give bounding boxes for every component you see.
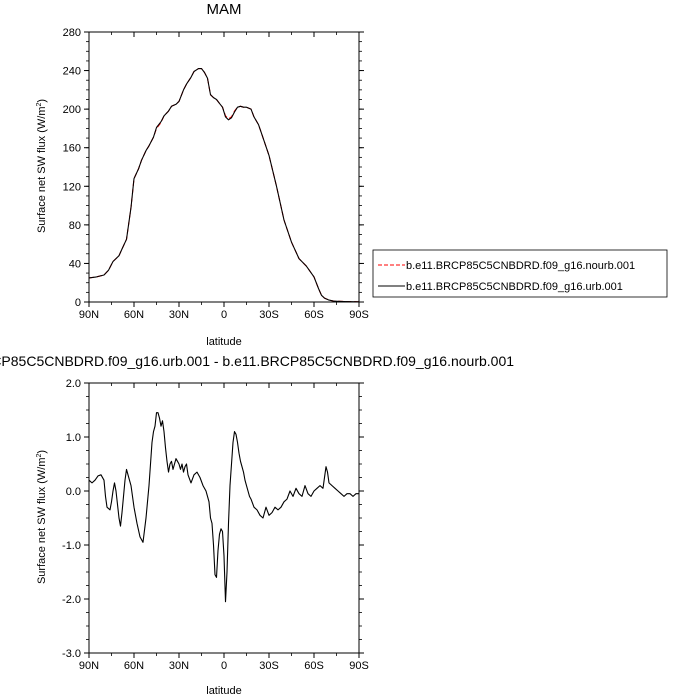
series-line-1 <box>88 412 359 603</box>
top-axis-ticks: 90N 60N 30N 0 30S 60S 90S 0 40 80 120 160 200 240 280 <box>63 27 369 321</box>
top-y-axis-label: Surface net SW flux (W/m2) <box>36 99 48 233</box>
x-tick-label: 0 <box>221 660 227 672</box>
top-series-lines <box>88 68 360 303</box>
x-tick-label: 30N <box>169 660 189 672</box>
x-tick-label: 90N <box>79 309 99 321</box>
bottom-chart-title: b.e11.BRCP85C5CNBDRD.f09_g16.urb.001 - b… <box>0 353 514 369</box>
bottom-x-axis-label: latitude <box>206 685 241 697</box>
x-tick-label: 30N <box>169 309 189 321</box>
bottom-plot-frame <box>88 382 360 654</box>
y-tick-label: -2.0 <box>62 594 81 606</box>
y-tick-label: 0.0 <box>66 486 81 498</box>
x-tick-label: 60S <box>304 309 324 321</box>
y-tick-label: 160 <box>63 143 81 155</box>
top-chart-title: MAM <box>207 1 242 18</box>
y-tick-label: 40 <box>69 258 81 270</box>
legend: b.e11.BRCP85C5CNBDRD.f09_g16.nourb.001 b.… <box>372 249 668 298</box>
x-tick-label: 60S <box>304 660 324 672</box>
top-x-axis-label: latitude <box>206 336 241 348</box>
legend-box <box>372 249 668 298</box>
x-tick-label: 90S <box>349 660 369 672</box>
y-tick-label: 120 <box>63 181 81 193</box>
y-tick-label: 280 <box>63 27 81 39</box>
top-panel: MAM Surface net SW flux (W/m2) latitude … <box>36 1 668 348</box>
y-tick-label: 80 <box>69 220 81 232</box>
x-tick-label: 30S <box>259 660 279 672</box>
bottom-y-axis-label: Surface net SW flux (W/m2) <box>36 450 48 584</box>
y-tick-label: 240 <box>63 66 81 78</box>
y-tick-label: 1.0 <box>66 432 81 444</box>
legend-label-2: b.e11.BRCP85C5CNBDRD.f09_g16.urb.001 <box>406 281 623 293</box>
y-tick-label: 0 <box>75 297 81 309</box>
x-tick-label: 90S <box>349 309 369 321</box>
bottom-axis-ticks: 90N 60N 30N 0 30S 60S 90S -3.0 -2.0 -1.0 0.0 1.0 2.0 <box>62 378 369 672</box>
series-line-2 <box>88 68 360 303</box>
x-tick-label: 30S <box>259 309 279 321</box>
x-tick-label: 60N <box>124 309 144 321</box>
y-tick-label: 2.0 <box>66 378 81 390</box>
y-tick-label: -3.0 <box>62 648 81 660</box>
legend-items: b.e11.BRCP85C5CNBDRD.f09_g16.nourb.001 b.… <box>378 260 635 293</box>
x-tick-label: 90N <box>79 660 99 672</box>
series-line-1 <box>88 68 360 303</box>
bottom-panel: b.e11.BRCP85C5CNBDRD.f09_g16.urb.001 - b… <box>0 353 514 697</box>
legend-label-1: b.e11.BRCP85C5CNBDRD.f09_g16.nourb.001 <box>406 260 635 272</box>
x-tick-label: 0 <box>221 309 227 321</box>
top-plot-frame <box>88 31 360 303</box>
x-tick-label: 60N <box>124 660 144 672</box>
bottom-series-lines <box>88 412 359 603</box>
y-tick-label: -1.0 <box>62 540 81 552</box>
y-tick-label: 200 <box>63 104 81 116</box>
